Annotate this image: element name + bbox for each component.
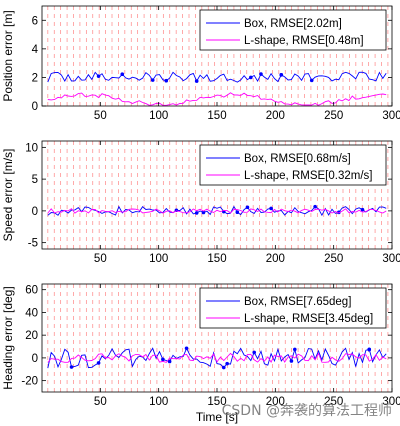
series-line-1	[47, 205, 387, 217]
series-point	[235, 210, 240, 214]
series-line-2	[47, 92, 387, 106]
y-tick-label: -20	[21, 376, 38, 388]
series-line-2	[47, 208, 387, 214]
y-tick-label: 10	[25, 142, 38, 154]
series-point	[201, 210, 206, 215]
x-tick-label: 50	[94, 110, 107, 122]
series-point	[360, 207, 365, 212]
series-line-1	[47, 71, 387, 83]
series-point	[249, 75, 253, 80]
y-tick-label: 40	[25, 307, 38, 319]
series-point	[69, 365, 74, 369]
series-point	[309, 78, 314, 83]
x-tick-label: 200	[266, 110, 285, 122]
y-tick-label: 0	[32, 101, 38, 113]
y-tick-label: 20	[25, 330, 38, 342]
y-axis-label: Heading error [deg]	[1, 286, 15, 389]
legend: Box, RMSE[0.68m/s] L-shape, RMSE[0.32m/s]	[199, 144, 387, 186]
series-point	[293, 347, 297, 352]
series-point	[150, 78, 155, 82]
x-tick-label: 250	[324, 110, 343, 122]
legend-entry: L-shape, RMSE[0.32m/s]	[244, 170, 372, 182]
series-point	[252, 350, 257, 355]
series-point	[259, 72, 263, 76]
y-tick-label: 0	[32, 206, 38, 218]
x-tick-label: 250	[324, 396, 343, 408]
x-tick-label: 300	[382, 396, 400, 408]
y-tick-label: -5	[28, 238, 38, 250]
series-point	[167, 359, 172, 364]
series-point	[194, 79, 199, 83]
y-tick-label: 2	[32, 72, 38, 84]
chart-panel-1: 50 100 150 200 250 300 0 2 4 6 Position error [m] B…	[1, 5, 400, 122]
legend-box	[199, 9, 387, 51]
series-point	[313, 204, 317, 209]
legend: Box, RMSE[2.02m] L-shape, RMSE[0.48m]	[199, 9, 387, 51]
legend-entry: Box, RMSE[0.68m/s]	[244, 153, 351, 165]
x-tick-label: 150	[207, 110, 226, 122]
chart-panel-2: 50 100 150 200 250 300 -5 0 5 10 Speed error [m/s]…	[1, 140, 400, 265]
series-point	[225, 361, 229, 366]
series-line-1	[47, 347, 387, 369]
plot-area	[47, 6, 389, 106]
series-point	[96, 361, 101, 365]
y-tick-label: 0	[32, 353, 38, 365]
x-tick-label: 50	[94, 396, 107, 408]
y-tick-label: 4	[32, 44, 39, 56]
series-point	[164, 78, 169, 83]
series-point	[161, 357, 165, 362]
series-point	[96, 74, 101, 78]
legend-box	[199, 287, 387, 329]
series-point	[184, 346, 189, 351]
x-tick-label: 200	[266, 396, 285, 408]
series-point	[194, 211, 199, 215]
x-tick-label: 250	[324, 253, 343, 265]
series-point	[337, 210, 341, 215]
x-tick-label: 100	[149, 396, 168, 408]
x-axis-label: Time [s]	[196, 410, 238, 424]
legend-entry: Box, RMSE[2.02m]	[244, 18, 342, 30]
series-point	[367, 347, 372, 352]
x-tick-label: 50	[94, 253, 107, 265]
series-point	[120, 72, 125, 77]
legend: Box, RMSE[7.65deg] L-shape, RMSE[3.45deg]	[199, 287, 387, 329]
series-point	[269, 206, 273, 211]
legend-box	[199, 144, 387, 186]
y-tick-label: 5	[32, 174, 38, 186]
x-tick-label: 200	[266, 253, 285, 265]
legend-entry: Box, RMSE[7.65deg]	[244, 296, 351, 308]
y-tick-label: 60	[25, 285, 38, 297]
series-point	[221, 365, 226, 370]
x-tick-label: 100	[149, 110, 168, 122]
series-line-2	[47, 352, 387, 364]
series-point	[289, 359, 294, 363]
legend-entry: L-shape, RMSE[0.48m]	[244, 35, 364, 47]
x-tick-label: 300	[382, 253, 400, 265]
x-tick-label: 150	[207, 396, 226, 408]
watermark: CSDN @奔袭的算法工程师	[221, 403, 392, 419]
series-point	[279, 73, 284, 77]
chart-panel-3: 50 100 150 200 250 300 -20 0 20 40 60 Heading error…	[1, 283, 400, 408]
y-axis-label: Position error [m]	[1, 10, 15, 101]
x-tick-label: 150	[207, 253, 226, 265]
series-point	[245, 205, 250, 210]
y-axis-label: Speed error [m/s]	[1, 149, 15, 242]
x-tick-label: 100	[149, 253, 168, 265]
y-tick-label: 6	[32, 15, 38, 27]
legend-entry: L-shape, RMSE[3.45deg]	[244, 313, 373, 325]
x-tick-label: 300	[382, 110, 400, 122]
